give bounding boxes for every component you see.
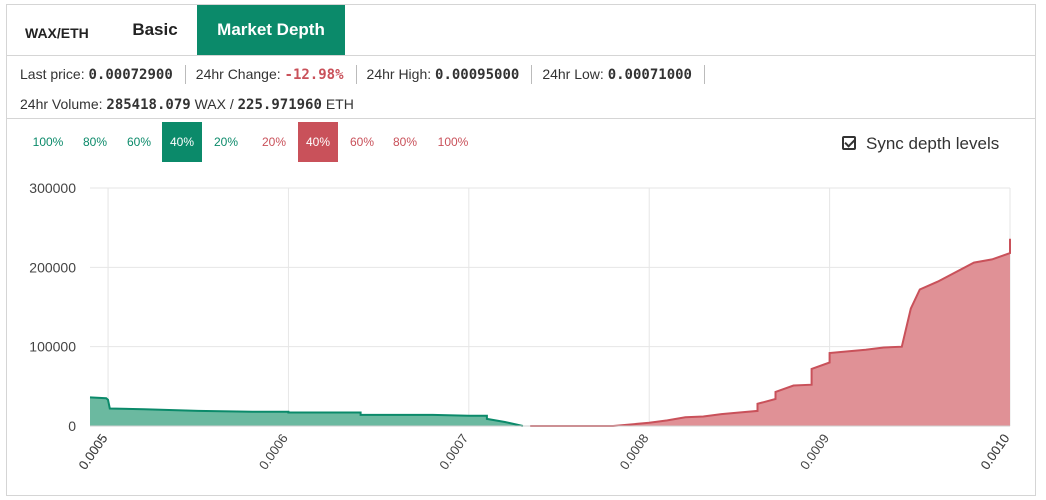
- y-tick-label: 300000: [29, 180, 76, 196]
- last-price-value: 0.00072900: [88, 67, 173, 83]
- last-price-stat: Last price: 0.00072900: [20, 65, 186, 84]
- bids-area: [90, 397, 523, 426]
- low-stat: 24hr Low: 0.00071000: [542, 65, 705, 84]
- sell-level-80[interactable]: 80%: [392, 135, 418, 149]
- high-value: 0.00095000: [435, 67, 520, 83]
- low-value: 0.00071000: [607, 67, 692, 83]
- x-tick-label: 0.0006: [256, 431, 291, 472]
- buy-level-60[interactable]: 60%: [126, 135, 152, 149]
- sync-depth-toggle[interactable]: Sync depth levels: [842, 134, 999, 154]
- sync-depth-label: Sync depth levels: [866, 134, 1000, 153]
- x-tick-label: 0.0010: [977, 431, 1012, 472]
- sell-level-40[interactable]: 40%: [298, 122, 338, 162]
- x-tick-label: 0.0008: [617, 431, 652, 472]
- buy-level-40[interactable]: 40%: [162, 122, 202, 162]
- x-tick-label: 0.0005: [75, 431, 110, 472]
- checkbox-checked-icon[interactable]: [842, 136, 856, 150]
- asks-area: [530, 238, 1010, 426]
- bids-line: [89, 396, 524, 427]
- tab-market-depth[interactable]: Market Depth: [197, 5, 345, 55]
- market-stats: Last price: 0.00072900 24hr Change: -12.9…: [7, 57, 1035, 119]
- volume-wax-value: 285418.079: [106, 97, 191, 113]
- volume-eth-value: 225.971960: [237, 97, 322, 113]
- buy-level-20[interactable]: 20%: [213, 135, 239, 149]
- change-value: -12.98%: [284, 67, 344, 83]
- buy-level-80[interactable]: 80%: [82, 135, 108, 149]
- asks-line: [530, 238, 1011, 427]
- y-tick-label: 100000: [29, 339, 76, 355]
- volume-stat: 24hr Volume: 285418.079 WAX / 225.971960…: [20, 96, 354, 113]
- sell-level-100[interactable]: 100%: [437, 135, 469, 149]
- buy-level-100[interactable]: 100%: [32, 135, 64, 149]
- tab-bar: WAX/ETH Basic Market Depth: [7, 5, 1035, 56]
- y-tick-label: 200000: [29, 259, 76, 275]
- change-stat: 24hr Change: -12.98%: [196, 65, 357, 84]
- pair-label: WAX/ETH: [25, 25, 89, 41]
- tab-basic[interactable]: Basic: [132, 20, 178, 39]
- x-tick-label: 0.0009: [797, 431, 832, 472]
- y-tick-label: 0: [68, 418, 76, 434]
- x-tick-label: 0.0007: [436, 431, 471, 472]
- sell-level-60[interactable]: 60%: [349, 135, 375, 149]
- sell-level-20[interactable]: 20%: [261, 135, 287, 149]
- high-stat: 24hr High: 0.00095000: [367, 65, 533, 84]
